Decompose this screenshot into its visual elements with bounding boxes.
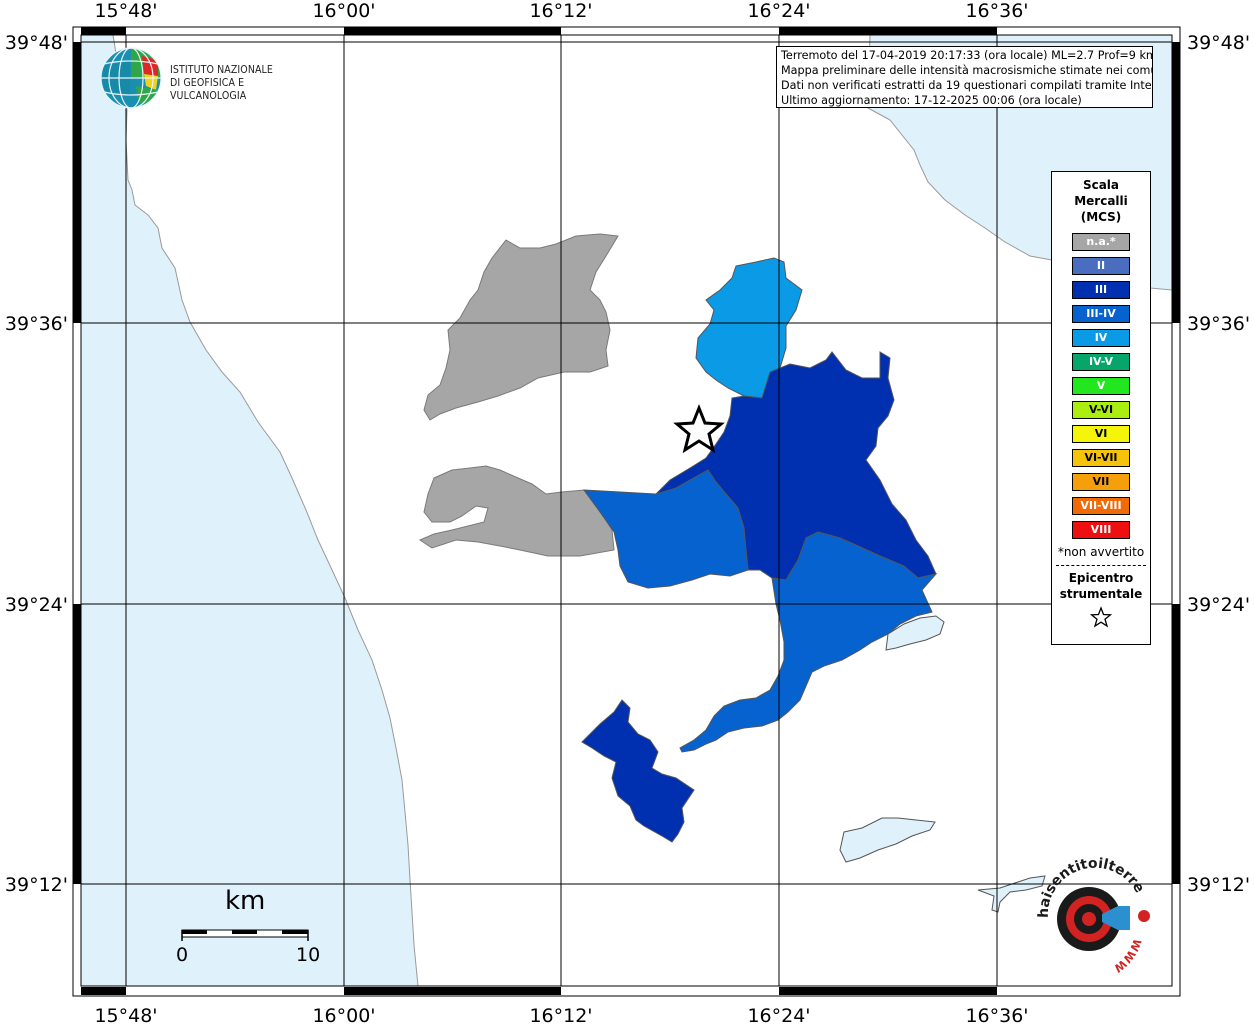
sea-west <box>80 34 419 987</box>
legend-divider <box>1056 565 1146 566</box>
top-label: 16°00' <box>312 0 375 22</box>
top-label: 16°36' <box>965 0 1028 22</box>
event-info-line: Terremoto del 17-04-2019 20:17:33 (ora l… <box>781 49 1153 62</box>
legend-epicenter-line: strumentale <box>1059 587 1143 601</box>
graticule <box>81 35 1172 986</box>
top-label: 16°24' <box>747 0 810 22</box>
bottom-label: 16°12' <box>529 1005 592 1024</box>
bottom-label: 16°24' <box>747 1005 810 1024</box>
lake-ampollino <box>839 817 936 863</box>
right-label: 39°12' <box>1187 874 1250 896</box>
epicenter-star-icon <box>673 403 725 454</box>
haisentito-logo: haisentitoilterremoto.it WWW. <box>1023 844 1160 986</box>
legend-epicenter-line: Epicentro <box>1068 571 1134 585</box>
legend-item: VIII <box>1072 521 1130 539</box>
ingv-logo: ISTITUTO NAZIONALE DI GEOFISICA E VULCAN… <box>100 46 320 110</box>
top-label: 16°12' <box>529 0 592 22</box>
legend-title: Scala Mercalli (MCS) <box>1052 177 1150 225</box>
top-tick-labels: 15°48' 16°00' 16°12' 16°24' 16°36' <box>94 0 1028 22</box>
scale-bar-max: 10 <box>296 944 321 966</box>
left-label: 39°36' <box>5 313 68 335</box>
bottom-label: 16°36' <box>965 1005 1028 1024</box>
legend-note: *non avvertito <box>1057 545 1145 559</box>
legend-items: n.a.* II III III-IV IV IV-V V V-VI VI VI-VII VII VI… <box>1052 233 1150 539</box>
municipality-iii-south <box>581 699 695 843</box>
legend-item: V <box>1072 377 1130 395</box>
bottom-label: 16°00' <box>312 1005 375 1024</box>
haisentito-target-icon: haisentitoilterremoto.it WWW. <box>1023 844 1150 975</box>
legend-item: III-IV <box>1072 305 1130 323</box>
right-label: 39°36' <box>1187 313 1250 335</box>
legend-item: IV <box>1072 329 1130 347</box>
legend-item: VII-VIII <box>1072 497 1130 515</box>
left-tick-labels: 39°48' 39°36' 39°24' 39°12' <box>5 32 68 896</box>
top-label: 15°48' <box>94 0 157 22</box>
legend-title-line: (MCS) <box>1080 210 1122 224</box>
legend-item: VI <box>1072 425 1130 443</box>
legend-title-line: Scala <box>1082 178 1120 192</box>
event-info-line: Dati non verificati estratti da 19 quest… <box>781 79 1153 92</box>
legend-star-icon <box>1052 606 1150 632</box>
legend-item: II <box>1072 257 1130 275</box>
municipality-iii-iv-south <box>679 531 938 753</box>
legend-item: IV-V <box>1072 353 1130 371</box>
legend-item: III <box>1072 281 1130 299</box>
legend-item: VII <box>1072 473 1130 491</box>
municipality-na-south <box>418 465 615 557</box>
municipality-na-north <box>423 233 619 421</box>
event-info-line: Ultimo aggiornamento: 17-12-2025 00:06 (… <box>781 94 1082 107</box>
bottom-tick-labels: 15°48' 16°00' 16°12' 16°24' 16°36' <box>94 1005 1028 1024</box>
left-label: 39°48' <box>5 32 68 54</box>
left-label: 39°12' <box>5 874 68 896</box>
scale-bar-unit: km <box>225 886 266 916</box>
right-label: 39°24' <box>1187 594 1250 616</box>
lake-south-east <box>977 875 1046 913</box>
right-label: 39°48' <box>1187 32 1250 54</box>
legend-item: n.a.* <box>1072 233 1130 251</box>
right-tick-labels: 39°48' 39°36' 39°24' 39°12' <box>1187 32 1250 896</box>
mcs-legend: Scala Mercalli (MCS) n.a.* II III III-IV IV I… <box>1051 171 1151 645</box>
ingv-name: ISTITUTO NAZIONALE DI GEOFISICA E VULCAN… <box>170 64 320 103</box>
legend-item: VI-VII <box>1072 449 1130 467</box>
legend-item: V-VI <box>1072 401 1130 419</box>
scale-bar-graphic <box>181 929 309 941</box>
lake-cecita <box>885 615 945 651</box>
municipality-iii-iv-west <box>582 469 749 589</box>
legend-title-line: Mercalli <box>1074 194 1128 208</box>
scale-bar: km 0 10 <box>175 886 335 971</box>
left-label: 39°24' <box>5 594 68 616</box>
ingv-name-line2: DI GEOFISICA E VULCANOLOGIA <box>170 77 247 102</box>
map-frame <box>72 26 1181 997</box>
ingv-name-line1: ISTITUTO NAZIONALE <box>170 64 273 76</box>
bottom-label: 15°48' <box>94 1005 157 1024</box>
event-info-line: Mappa preliminare delle intensità macros… <box>781 64 1153 77</box>
ingv-globe-icon <box>100 47 162 109</box>
event-info-box: Terremoto del 17-04-2019 20:17:33 (ora l… <box>776 46 1153 108</box>
legend-epicenter-label: Epicentro strumentale <box>1052 570 1150 602</box>
scale-bar-min: 0 <box>176 944 189 966</box>
